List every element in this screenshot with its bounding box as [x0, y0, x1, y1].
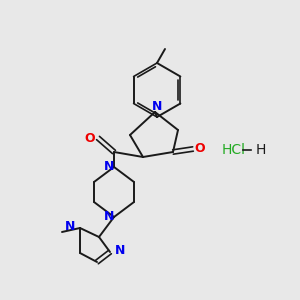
Text: N: N	[104, 160, 114, 173]
Text: N: N	[104, 211, 114, 224]
Text: O: O	[85, 131, 95, 145]
Text: N: N	[64, 220, 75, 232]
Text: N: N	[115, 244, 125, 256]
Text: O: O	[195, 142, 205, 155]
Text: N: N	[152, 100, 162, 113]
Text: HCl: HCl	[222, 143, 246, 157]
Text: H: H	[256, 143, 266, 157]
